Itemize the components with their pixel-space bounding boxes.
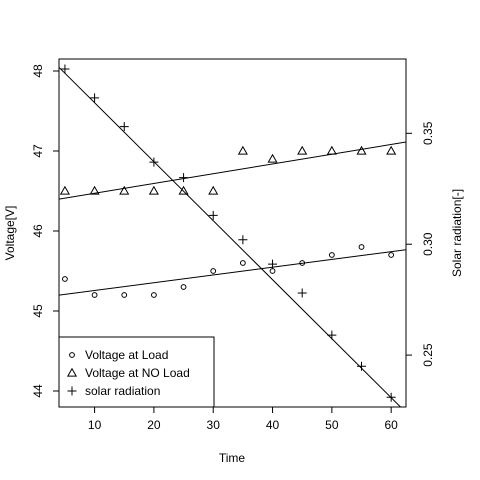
y2-tick-label: 0.25 xyxy=(421,343,435,367)
y-tick-label: 48 xyxy=(31,64,45,78)
point-plus xyxy=(119,122,129,132)
x-tick-label: 10 xyxy=(88,418,102,432)
point-plus xyxy=(208,210,218,220)
point-plus xyxy=(386,392,396,402)
y2-tick-label: 0.35 xyxy=(421,121,435,145)
x-tick-label: 20 xyxy=(147,418,161,432)
y-tick-label: 46 xyxy=(31,224,45,238)
point-circle xyxy=(269,268,276,274)
point-circle xyxy=(121,292,128,298)
point-triangle xyxy=(59,185,70,195)
point-circle xyxy=(62,276,68,282)
legend-marker-triangle xyxy=(66,367,78,377)
legend-box xyxy=(58,336,215,408)
point-plus xyxy=(268,259,278,269)
legend-marker-plus xyxy=(67,386,77,396)
point-triangle xyxy=(89,185,100,195)
point-circle xyxy=(328,252,335,258)
x-tick-label: 50 xyxy=(325,418,339,432)
x-tick-label: 30 xyxy=(207,418,221,432)
legend-marker-circle xyxy=(69,352,75,358)
point-circle xyxy=(358,244,365,250)
point-triangle xyxy=(237,145,248,155)
point-triangle xyxy=(356,145,367,155)
point-circle xyxy=(299,260,306,266)
point-triangle xyxy=(119,185,130,195)
legend-label: Voltage at Load xyxy=(85,348,168,362)
point-triangle xyxy=(326,145,337,155)
point-triangle xyxy=(148,185,159,195)
point-circle xyxy=(239,260,246,266)
y-tick-label: 45 xyxy=(31,304,45,318)
legend-label: solar radiation xyxy=(85,384,160,398)
fit-line-1 xyxy=(59,249,406,296)
point-plus xyxy=(297,288,307,298)
point-circle xyxy=(180,284,187,290)
x-axis-label: Time xyxy=(219,451,246,465)
point-plus xyxy=(90,93,100,103)
plot-frame xyxy=(58,58,407,408)
point-triangle xyxy=(267,153,278,163)
point-plus xyxy=(60,64,70,74)
point-plus xyxy=(238,235,248,245)
point-plus xyxy=(149,157,159,167)
point-triangle xyxy=(178,185,189,195)
point-circle xyxy=(210,268,217,274)
y-tick-label: 47 xyxy=(31,144,45,158)
y-axis-right: 0.25 0.30 0.35 xyxy=(406,121,435,367)
y2-tick-label: 0.30 xyxy=(421,232,435,256)
fit-line-2 xyxy=(59,141,406,200)
y-axis-label: Voltage[V] xyxy=(3,206,17,261)
legend: Voltage at Load Voltage at NO Load solar r… xyxy=(58,336,215,408)
x-tick-label: 60 xyxy=(384,418,398,432)
fit-lines xyxy=(59,66,406,407)
point-triangle xyxy=(297,145,308,155)
x-tick-label: 40 xyxy=(266,418,280,432)
point-triangle xyxy=(386,145,397,155)
point-circle xyxy=(151,292,157,298)
point-triangle xyxy=(208,185,219,195)
point-plus xyxy=(357,361,367,371)
y2-axis-label: Solar radiation[-] xyxy=(450,189,464,277)
point-circle xyxy=(388,252,395,258)
data-points xyxy=(59,64,397,402)
y-tick-label: 44 xyxy=(31,384,45,398)
fit-line-3 xyxy=(59,66,402,407)
point-circle xyxy=(91,292,98,298)
y-axis-left: 44 45 46 47 48 xyxy=(31,64,59,398)
point-plus xyxy=(327,330,337,340)
x-axis: 10 20 30 40 50 60 xyxy=(88,407,398,432)
legend-label: Voltage at NO Load xyxy=(85,366,190,380)
point-plus xyxy=(179,173,189,183)
